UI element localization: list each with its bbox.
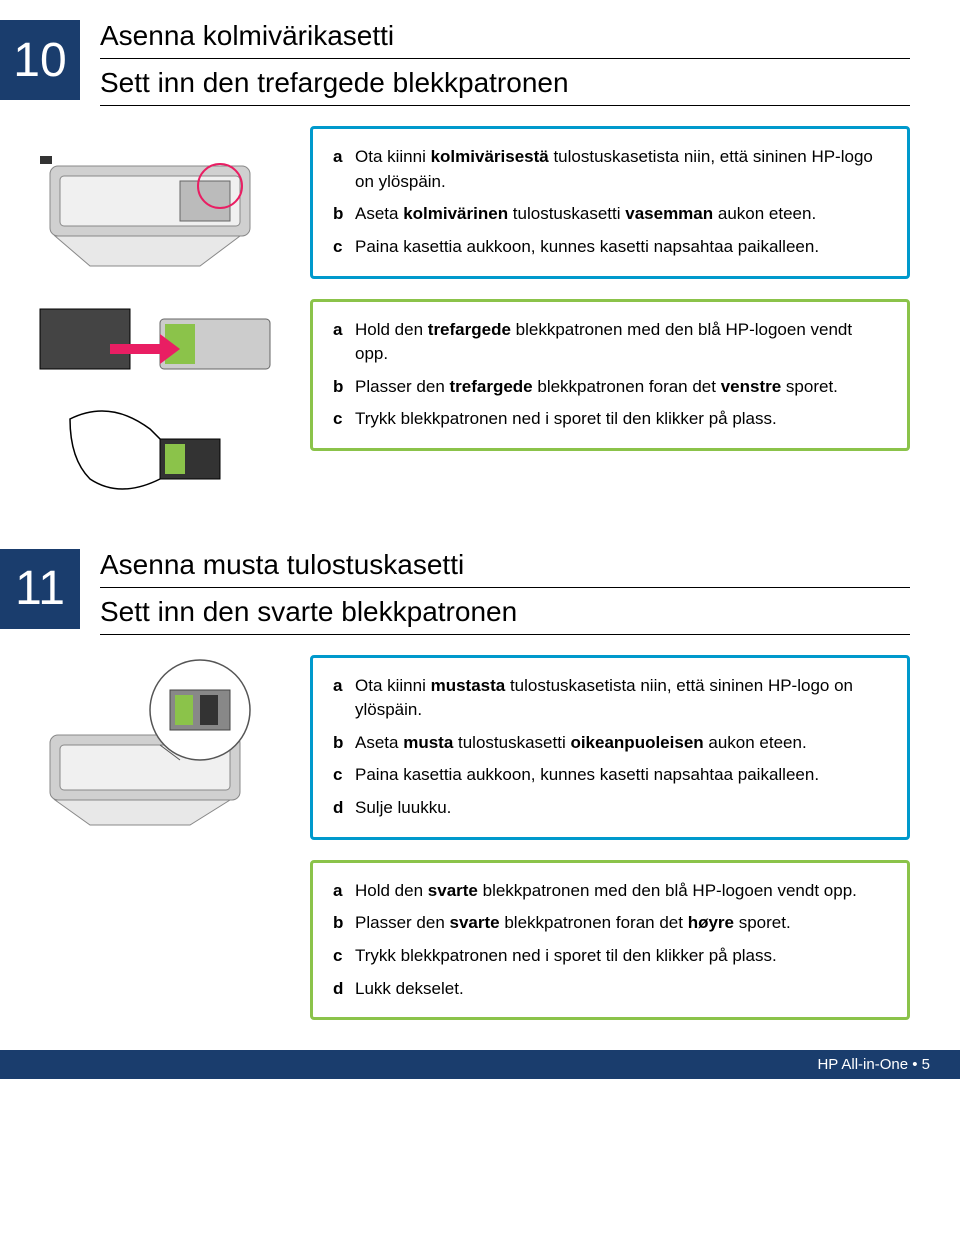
empty-illustration xyxy=(0,860,310,1020)
step-10-title-no: Sett inn den trefargede blekkpatronen xyxy=(100,67,910,106)
printer-illustration-2 xyxy=(0,655,310,835)
step-10-fi-b: b Aseta kolmivärinen tulostuskasetti vas… xyxy=(333,202,887,227)
step-11-fi-c: c Paina kasettia aukkoon, kunnes kasetti… xyxy=(333,763,887,788)
step-11-no-a: a Hold den svarte blekkpatronen med den … xyxy=(333,879,887,904)
step-10-no-b: b Plasser den trefargede blekkpatronen f… xyxy=(333,375,887,400)
step-11-fi-box: a Ota kiinni mustasta tulostuskasetista … xyxy=(310,655,910,840)
step-11-title-fi: Asenna musta tulostuskasetti xyxy=(100,549,910,588)
step-10-no-a: a Hold den trefargede blekkpatronen med … xyxy=(333,318,887,367)
step-10-row-2: a Hold den trefargede blekkpatronen med … xyxy=(0,299,920,519)
step-11-titles: Asenna musta tulostuskasetti Sett inn de… xyxy=(80,549,920,635)
printer-zoom-icon xyxy=(30,655,290,835)
step-11-row-2: a Hold den svarte blekkpatronen med den … xyxy=(0,860,920,1021)
step-11-header: 11 Asenna musta tulostuskasetti Sett inn… xyxy=(0,549,920,635)
step-10-no-box: a Hold den trefargede blekkpatronen med … xyxy=(310,299,910,452)
step-11-no-d: d Lukk dekselet. xyxy=(333,977,887,1002)
step-11-no-b: b Plasser den svarte blekkpatronen foran… xyxy=(333,911,887,936)
page-footer: HP All-in-One • 5 xyxy=(0,1050,960,1079)
step-11-fi-a: a Ota kiinni mustasta tulostuskasetista … xyxy=(333,674,887,723)
footer-sep: • xyxy=(908,1056,922,1073)
step-10-fi-box: a Ota kiinni kolmivärisestä tulostuskase… xyxy=(310,126,910,279)
step-11-fi-d: d Sulje luukku. xyxy=(333,796,887,821)
step-10-number: 10 xyxy=(0,20,80,100)
cartridge-illustration-1 xyxy=(0,299,310,519)
step-11-no-c: c Trykk blekkpatronen ned i sporet til d… xyxy=(333,944,887,969)
step-10-no-c: c Trykk blekkpatronen ned i sporet til d… xyxy=(333,407,887,432)
step-10-titles: Asenna kolmivärikasetti Sett inn den tre… xyxy=(80,20,920,106)
step-10-fi-c: c Paina kasettia aukkoon, kunnes kasetti… xyxy=(333,235,887,260)
step-10-header: 10 Asenna kolmivärikasetti Sett inn den … xyxy=(0,20,920,106)
page-container: 10 Asenna kolmivärikasetti Sett inn den … xyxy=(0,0,960,1020)
step-11-no-box: a Hold den svarte blekkpatronen med den … xyxy=(310,860,910,1021)
printer-illustration-1 xyxy=(0,126,310,276)
step-10-title-fi: Asenna kolmivärikasetti xyxy=(100,20,910,59)
footer-page: 5 xyxy=(922,1056,930,1073)
printer-open-icon xyxy=(30,126,290,276)
footer-product: HP All-in-One xyxy=(817,1056,908,1073)
step-11-number: 11 xyxy=(0,549,80,629)
insert-cartridge-icon xyxy=(30,299,290,519)
step-10-fi-a: a Ota kiinni kolmivärisestä tulostuskase… xyxy=(333,145,887,194)
step-11-fi-b: b Aseta musta tulostuskasetti oikeanpuol… xyxy=(333,731,887,756)
step-11-row-1: a Ota kiinni mustasta tulostuskasetista … xyxy=(0,655,920,840)
step-10-row-1: a Ota kiinni kolmivärisestä tulostuskase… xyxy=(0,126,920,279)
step-11-title-no: Sett inn den svarte blekkpatronen xyxy=(100,596,910,635)
